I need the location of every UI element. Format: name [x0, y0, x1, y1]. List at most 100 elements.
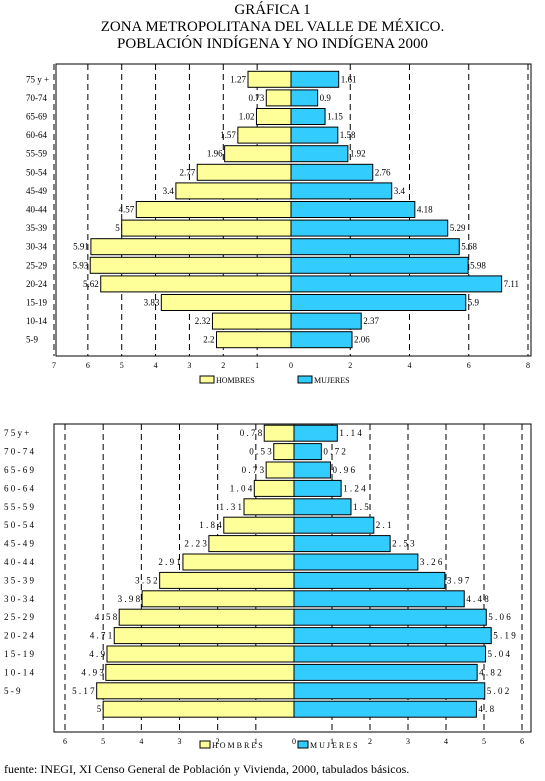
data-label-hombres: 5 — [115, 223, 120, 233]
x-tick-right: 2 — [348, 361, 352, 370]
bar-hombres — [223, 516, 295, 534]
bar-mujeres — [290, 108, 326, 125]
legend-swatch-hombres — [199, 375, 215, 384]
category-label: 4 5 - 4 9 — [4, 539, 34, 549]
data-label-mujeres: 1.92 — [350, 149, 366, 159]
x-tick-left: 1 — [255, 361, 259, 370]
bar-mujeres — [293, 424, 338, 442]
bar-mujeres — [290, 219, 449, 237]
bar-hombres — [113, 627, 295, 645]
bar-hombres — [216, 331, 292, 349]
bar-mujeres — [290, 70, 340, 88]
x-tick-right: 4 — [444, 737, 448, 746]
data-label-mujeres: 5.98 — [470, 260, 486, 270]
category-label: 65-69 — [26, 112, 47, 122]
bar-hombres — [175, 182, 292, 200]
bar-mujeres — [290, 238, 460, 256]
x-tick-right: 8 — [526, 361, 530, 370]
data-label-mujeres: 0 . 9 6 — [332, 465, 355, 475]
data-label-hombres: 4.57 — [119, 205, 135, 215]
plot-frame — [55, 63, 532, 357]
bar-mujeres — [290, 126, 339, 144]
category-label: 1 5 - 1 9 — [4, 649, 34, 659]
category-label: 1 0 - 1 4 — [4, 667, 34, 677]
category-label: 20-24 — [26, 279, 47, 289]
category-label: 2 0 - 2 4 — [4, 631, 34, 641]
bar-mujeres — [293, 516, 375, 534]
bar-mujeres — [290, 201, 416, 218]
bar-hombres — [96, 682, 295, 700]
bar-hombres — [273, 443, 295, 461]
category-label: 2 5 - 2 9 — [4, 612, 34, 622]
x-tick-left: 2 — [216, 737, 220, 746]
category-label: 25-29 — [26, 260, 47, 270]
bar-hombres — [121, 219, 292, 237]
x-tick-right: 3 — [406, 737, 410, 746]
data-label-mujeres: 4 . 8 2 — [479, 667, 502, 677]
category-label: 4 0 - 4 4 — [4, 557, 34, 567]
category-label: 5 - 9 — [4, 686, 21, 696]
legend-label-mujeres: MUJERES — [314, 376, 350, 385]
data-label-mujeres: 5.29 — [450, 223, 466, 233]
bar-hombres — [247, 70, 292, 88]
x-tick-left: 3 — [178, 737, 182, 746]
bar-hombres — [100, 275, 292, 293]
x-tick-left: 4 — [139, 737, 143, 746]
data-label-mujeres: 5 . 0 2 — [487, 686, 510, 696]
data-label-mujeres: 5 . 0 6 — [488, 612, 511, 622]
legend-swatch-mujeres — [297, 375, 313, 384]
bar-hombres — [102, 700, 295, 718]
data-label-hombres: 1 . 3 1 — [220, 502, 243, 512]
bar-hombres — [263, 424, 295, 442]
bar-hombres — [224, 145, 292, 163]
bar-hombres — [90, 238, 292, 256]
data-label-mujeres: 5.68 — [461, 242, 477, 252]
bar-hombres — [135, 201, 292, 218]
data-label-mujeres: 1 . 5 — [353, 502, 369, 512]
x-tick-left: 5 — [101, 737, 105, 746]
x-tick-left: 1 — [254, 737, 258, 746]
bar-mujeres — [290, 331, 353, 349]
data-label-mujeres: 0 . 7 2 — [323, 447, 346, 457]
bar-hombres — [265, 89, 292, 107]
data-label-mujeres: 2.06 — [354, 335, 370, 345]
legend-label-hombres: HOMBRES — [216, 376, 255, 385]
bar-hombres — [89, 256, 292, 274]
legend-label-hombres: H O M B R E S — [212, 741, 263, 750]
bar-hombres — [159, 571, 295, 589]
bar-mujeres — [293, 682, 486, 700]
bar-hombres — [160, 294, 292, 311]
x-tick-left: 5 — [120, 361, 124, 370]
data-label-mujeres: 5.9 — [468, 298, 480, 308]
bar-hombres — [141, 590, 295, 608]
data-label-hombres: 0 . 5 3 — [249, 447, 272, 457]
data-label-hombres: 4 . 7 1 — [90, 631, 113, 641]
x-tick-right: 6 — [520, 737, 524, 746]
category-label: 5 0 - 5 4 — [4, 520, 34, 530]
bar-hombres — [118, 608, 295, 626]
bar-mujeres — [290, 163, 374, 181]
category-label: 45-49 — [26, 186, 47, 196]
category-label: 3 0 - 3 4 — [4, 594, 34, 604]
data-label-hombres: 2.2 — [203, 335, 214, 345]
data-label-hombres: 2.77 — [179, 167, 195, 177]
data-label-mujeres: 2.37 — [363, 316, 379, 326]
x-tick-right: 4 — [408, 361, 412, 370]
data-label-hombres: 3 . 9 8 — [118, 594, 141, 604]
x-tick-left: 6 — [63, 737, 67, 746]
bar-mujeres — [293, 571, 446, 589]
bar-mujeres — [293, 700, 477, 718]
source-note: fuente: INEGI, XI Censo General de Pobla… — [4, 762, 410, 776]
category-label: 40-44 — [26, 205, 47, 215]
bar-hombres — [196, 163, 292, 181]
chart-titles: GRÁFICA 1 ZONA METROPOLITANA DEL VALLE D… — [0, 2, 545, 53]
data-label-hombres: 3 . 5 2 — [135, 575, 158, 585]
data-label-hombres: 2 . 9 1 — [158, 557, 181, 567]
data-label-hombres: 5 — [97, 704, 102, 714]
bar-mujeres — [293, 461, 331, 479]
figure-number: GRÁFICA 1 — [234, 2, 311, 18]
x-tick-right: 2 — [368, 737, 372, 746]
category-label: 35-39 — [26, 223, 47, 233]
category-label: 10-14 — [26, 316, 47, 326]
